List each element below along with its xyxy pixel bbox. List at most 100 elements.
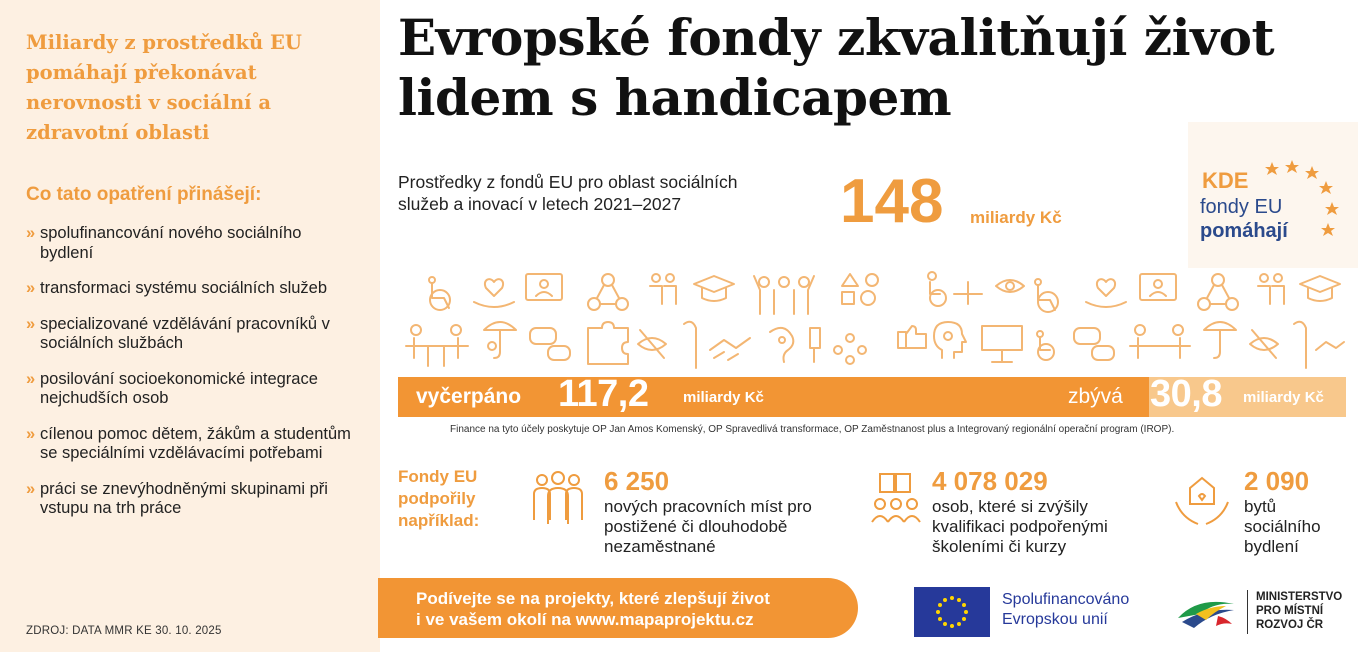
network-icon (1197, 273, 1239, 311)
wheelchair-icon (428, 276, 451, 311)
benefit-item: » transformaci systému sociálních služeb (26, 279, 356, 299)
community-circle-icon (833, 333, 867, 365)
kde-logo-line3: pomáhají (1200, 220, 1288, 242)
funding-progress-bar: vyčerpáno 117,2 miliardy Kč zbývá 30,8 m… (398, 373, 1346, 417)
remaining-label: zbývá (1068, 385, 1123, 408)
mmr-line-2: PRO MÍSTNÍ (1256, 605, 1324, 617)
walking-cane-icon (1293, 320, 1307, 369)
speech-bubbles-icon (1073, 327, 1115, 361)
bullet-icon: » (26, 224, 36, 242)
left-panel-title: Miliardy z prostředků EU pomáhají překon… (26, 31, 302, 144)
finance-note: Finance na tyto účely poskytuje OP Jan A… (450, 424, 1175, 435)
wheelchair-icon (1034, 278, 1059, 313)
funding-intro: Prostředky z fondů EU pro oblast sociáln… (398, 172, 738, 214)
benefit-item: » práci se znevýhodněnými skupinami při v… (26, 480, 356, 519)
hearing-aid-icon (809, 327, 821, 363)
cta-text: Podívejte se na projekty, které zlepšují… (416, 588, 770, 630)
benefit-item: » posilování socioekonomické integrace ne… (26, 370, 356, 409)
eye-icon (995, 279, 1025, 293)
stats-heading: Fondy EU podpořily například: (398, 467, 480, 530)
heart-hands-icon (1085, 278, 1127, 308)
graduation-cap-icon (693, 275, 735, 302)
wheelchair-small-icon (1036, 330, 1055, 361)
mmr-line-1: MINISTERSTVO (1256, 591, 1343, 603)
benefit-item: » cílenou pomoc dětem, žákům a studentům … (26, 425, 356, 464)
kde-logo-line2: fondy EU (1200, 196, 1283, 218)
spent-unit: miliardy Kč (683, 389, 764, 406)
spent-label: vyčerpáno (416, 385, 522, 408)
left-panel: Miliardy z prostředků EU pomáhají překon… (0, 0, 380, 652)
mmr-line-3: ROZVOJ ČR (1256, 619, 1324, 631)
page-title: Evropské fondy zkvalitňují život lidem s… (398, 8, 1275, 127)
education-people-icon (871, 473, 921, 523)
remaining-unit: miliardy Kč (1243, 389, 1324, 406)
eye-crossed-icon (637, 329, 667, 359)
walking-cane-icon (683, 320, 697, 369)
head-gears-icon (933, 321, 967, 359)
bullet-icon: » (26, 279, 36, 297)
screen-person-icon (1139, 273, 1177, 301)
handshake-icon (709, 337, 751, 361)
total-amount: 148 (840, 167, 944, 236)
thumb-up-icon (897, 325, 927, 349)
eu-text-line-1: Spolufinancováno (1002, 591, 1130, 608)
eu-stars-icon (1265, 160, 1339, 236)
benefit-item: » spolufinancování nového sociálního bydl… (26, 224, 356, 263)
benefits-heading: Co tato opatření přinášejí: (26, 184, 262, 205)
total-unit: miliardy Kč (970, 208, 1062, 227)
people-group-icon (533, 471, 583, 524)
bullet-icon: » (26, 479, 36, 498)
stat-description: nových pracovních míst pro postižené či … (604, 497, 812, 556)
mmr-logo-divider (1247, 590, 1248, 634)
benefit-text: transformaci systému sociálních služeb (40, 279, 328, 297)
source-note: ZDROJ: DATA MMR KE 30. 10. 2025 (26, 625, 222, 637)
benefit-text: specializované vzdělávání pracovníků v s… (40, 314, 330, 353)
benefits-list: » spolufinancování nového sociálního bydl… (26, 224, 356, 535)
remaining-segment (1148, 377, 1346, 417)
benefit-item: » specializované vzdělávání pracovníků v … (26, 315, 356, 354)
benefit-text: posilování socioekonomické integrace nej… (40, 369, 318, 408)
presentation-icon (981, 325, 1023, 363)
mmr-logo-text: MINISTERSTVO PRO MÍSTNÍ ROZVOJ ČR (1256, 590, 1342, 632)
benefit-text: spolufinancování nového sociálního bydle… (40, 224, 302, 262)
couple-icon (649, 273, 677, 305)
stat-description: bytů sociálního bydlení (1244, 497, 1321, 556)
stat-value: 6 250 (604, 466, 670, 496)
benefit-text: cílenou pomoc dětem, žákům a studentům s… (40, 424, 351, 463)
accessibility-icon (927, 271, 983, 307)
bullet-icon: » (26, 424, 36, 443)
mmr-logo-mark-icon (1178, 601, 1234, 628)
cta-line-2: i ve vašem okolí na www.mapaprojektu.cz (416, 610, 754, 629)
housing-hands-icon (1175, 476, 1229, 525)
spent-value: 117,2 (558, 373, 649, 415)
stat-value: 2 090 (1244, 466, 1310, 496)
handshake-icon (1315, 341, 1345, 351)
heart-hands-icon (473, 278, 515, 308)
kde-logo-title: KDE (1202, 168, 1249, 193)
eu-flag-icon (914, 587, 990, 637)
stat-value: 4 078 029 (932, 466, 1048, 496)
eu-cofunded-text: Spolufinancováno Evropskou unií (1002, 590, 1129, 630)
remaining-value: 30,8 (1150, 373, 1222, 415)
network-icon (587, 273, 629, 311)
projects-map-cta[interactable]: Podívejte se na projekty, které zlepšují… (378, 578, 858, 638)
stat-description: osob, které si zvýšily kvalifikaci podpo… (932, 497, 1108, 556)
bullet-icon: » (26, 314, 36, 333)
people-group-icon (753, 275, 815, 315)
puzzle-icon (587, 321, 629, 365)
bullet-icon: » (26, 369, 36, 388)
couple-icon (1257, 273, 1285, 305)
shapes-icon (841, 273, 879, 306)
umbrella-person-icon (1203, 321, 1237, 359)
eye-crossed-icon (1249, 329, 1279, 359)
cta-line-1: Podívejte se na projekty, které zlepšují… (416, 589, 770, 608)
table-meeting-icon (405, 324, 469, 367)
speech-bubbles-icon (529, 327, 571, 361)
eu-text-line-2: Evropskou unií (1002, 611, 1108, 628)
graduation-cap-icon (1299, 275, 1341, 302)
social-services-icon-band (405, 271, 1345, 369)
umbrella-person-icon (483, 321, 517, 359)
hearing-icon (769, 326, 795, 363)
table-meeting-icon (1129, 324, 1191, 359)
screen-person-icon (525, 273, 563, 301)
